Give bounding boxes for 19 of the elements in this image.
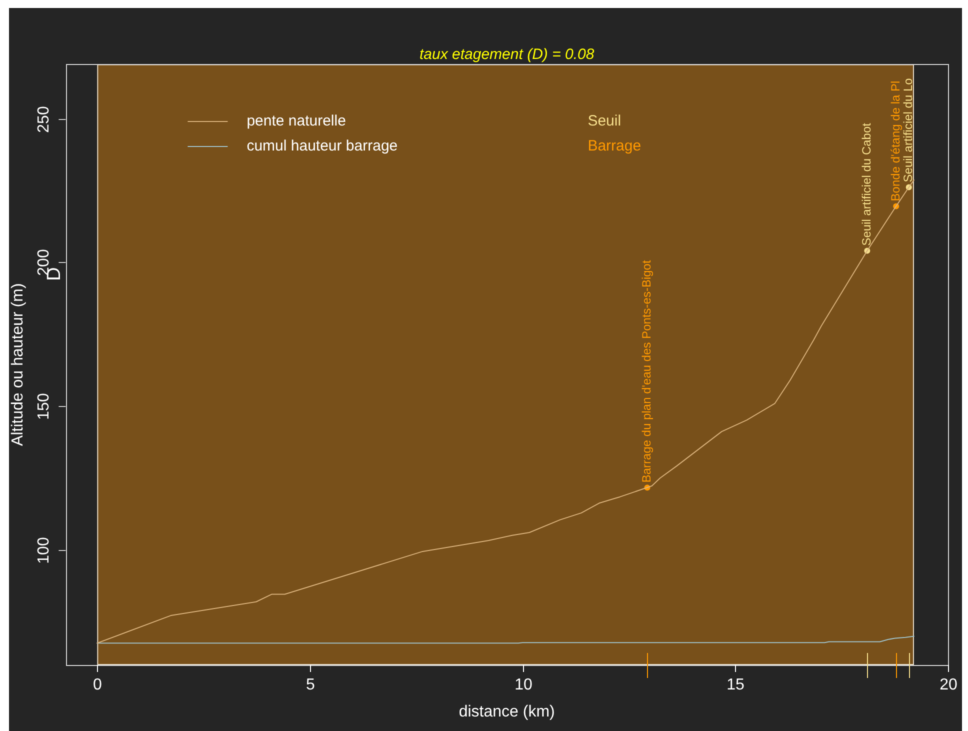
x-tick-label: 10: [514, 676, 532, 694]
text: Barrage: [588, 137, 642, 154]
annotation: Seuil artificiel du Cabot: [859, 122, 874, 246]
x-tick-label: 0: [93, 676, 102, 694]
x-tick-label: 20: [940, 676, 958, 694]
x-tick-label: 15: [726, 676, 744, 694]
y-tick-label: 150: [35, 393, 52, 420]
legend-label: cumul hauteur barrage: [246, 137, 398, 154]
chart-title: taux etagement (D) = 0.08: [420, 46, 595, 64]
y-axis-title: Altitude ou hauteur (m): [9, 283, 26, 446]
y-tick-label: 100: [35, 537, 52, 564]
text: Seuil: [588, 112, 622, 130]
x-axis-title: distance (km): [458, 703, 555, 720]
annotation: Seuil artificiel du Lo: [901, 78, 916, 182]
x-tick-label: 5: [306, 676, 316, 694]
legend-label: pente naturelle: [246, 112, 346, 130]
annotation: Bonde d'étang de la Pl: [888, 80, 902, 202]
annotation: Barrage du plan d'eau des Ponts-es-Bigot: [640, 260, 654, 483]
y-tick-label: 250: [35, 106, 52, 133]
